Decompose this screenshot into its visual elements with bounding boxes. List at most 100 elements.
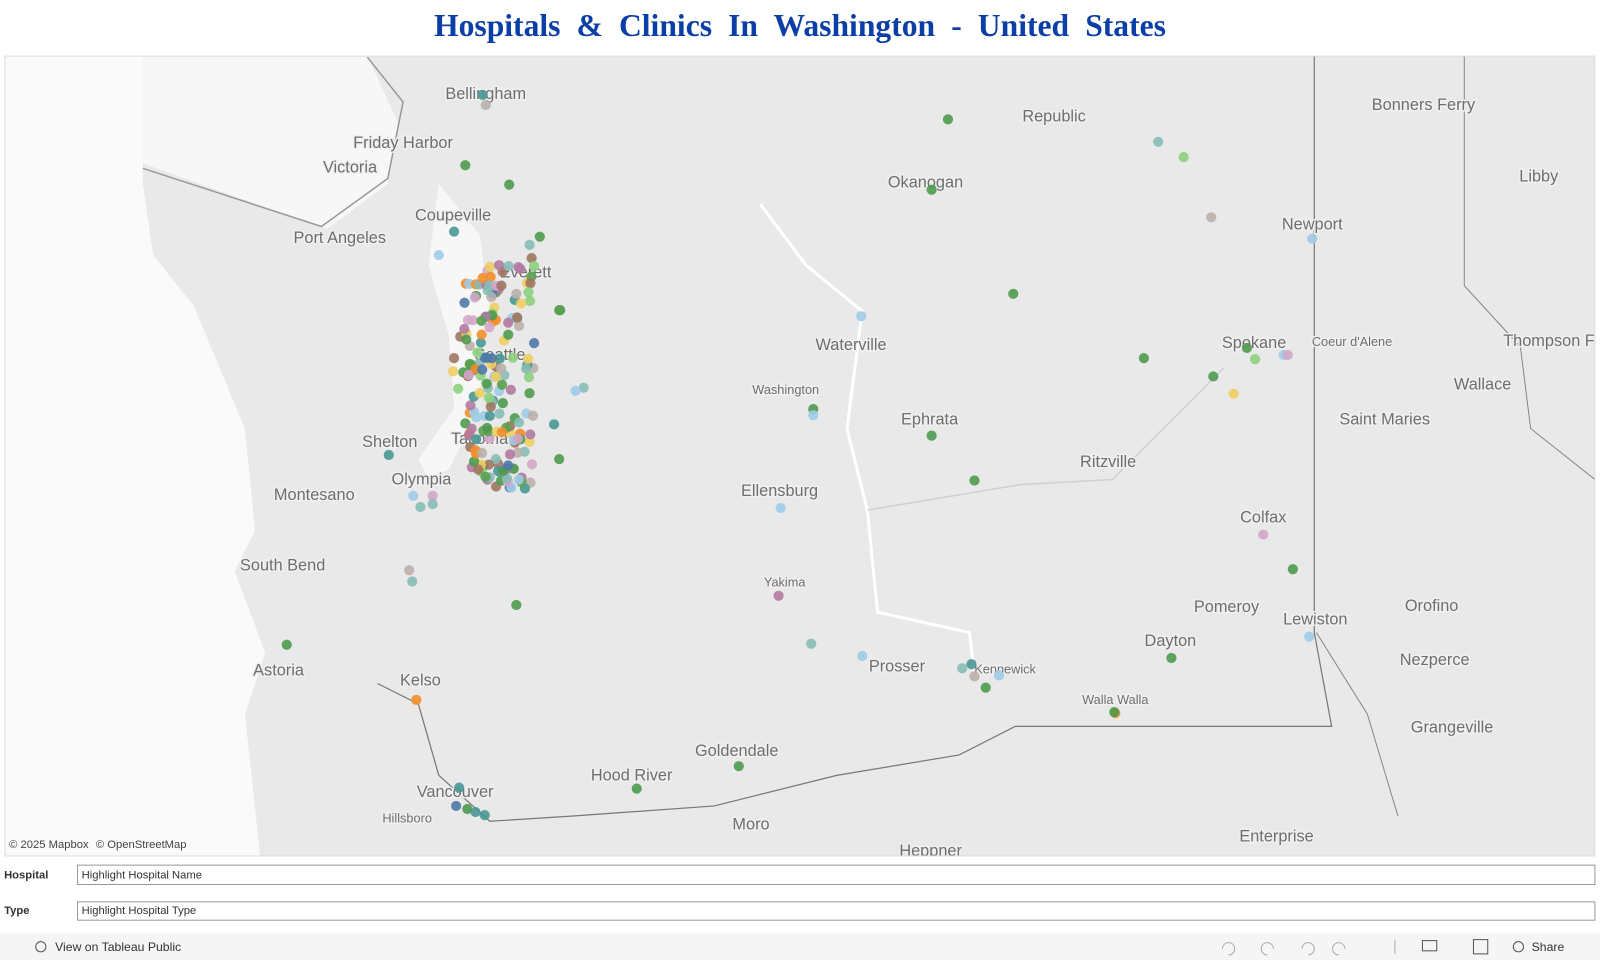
hospital-point[interactable] [1008, 288, 1019, 299]
hospital-point[interactable] [453, 383, 464, 394]
hospital-point[interactable] [1208, 371, 1219, 382]
hospital-point[interactable] [969, 671, 980, 682]
filter-input[interactable] [77, 901, 1596, 921]
hospital-point[interactable] [548, 419, 560, 430]
comment-icon[interactable] [1421, 940, 1438, 952]
filter-placeholder[interactable]: Highlight Hospital Type [82, 905, 197, 917]
hospital-point[interactable] [479, 810, 490, 821]
hospital-point[interactable] [472, 347, 483, 358]
hospital-point[interactable] [512, 447, 523, 458]
hospital-point[interactable] [554, 305, 565, 316]
hospital-point[interactable] [480, 99, 491, 111]
hospital-point[interactable] [926, 184, 937, 195]
hospital-point[interactable] [480, 471, 491, 482]
hospital-point[interactable] [773, 590, 784, 601]
hospital-point[interactable] [477, 364, 488, 375]
hospital-point[interactable] [477, 447, 488, 459]
hospital-point[interactable] [404, 565, 415, 576]
hospital-point[interactable] [467, 315, 479, 326]
hospital-point[interactable] [926, 430, 937, 441]
hospital-point[interactable] [433, 249, 444, 261]
hospital-point[interactable] [427, 498, 438, 510]
hospital-point[interactable] [513, 320, 525, 332]
hospital-point[interactable] [454, 782, 465, 793]
hospital-point[interactable] [512, 312, 523, 323]
hospital-point[interactable] [462, 803, 473, 815]
hospital-point[interactable] [465, 400, 476, 411]
hospital-point[interactable] [471, 412, 482, 423]
hospital-point[interactable] [529, 260, 540, 272]
hospital-point[interactable] [1307, 233, 1318, 244]
hospital-point[interactable] [524, 295, 536, 307]
hospital-point[interactable] [477, 272, 488, 284]
hospital-point[interactable] [526, 253, 537, 264]
hospital-point[interactable] [1304, 631, 1315, 642]
hospital-point[interactable] [993, 670, 1005, 681]
attribution[interactable]: © 2025 Mapbox [9, 839, 89, 851]
hospital-point[interactable] [496, 379, 508, 390]
hospital-point[interactable] [427, 490, 438, 501]
hospital-point[interactable] [415, 501, 426, 513]
hospital-point[interactable] [490, 371, 502, 382]
hospital-point[interactable] [496, 280, 507, 291]
hospital-point[interactable] [570, 385, 581, 396]
hospital-point[interactable] [1241, 342, 1253, 353]
share-button[interactable]: Share [1532, 940, 1565, 954]
hospital-point[interactable] [463, 369, 474, 380]
hospital-point[interactable] [525, 429, 536, 440]
hospital-point[interactable] [469, 292, 480, 303]
hospital-point[interactable] [476, 329, 487, 340]
hospital-point[interactable] [534, 231, 545, 242]
hospital-point[interactable] [1228, 388, 1239, 399]
hospital-point[interactable] [969, 475, 980, 486]
hospital-point[interactable] [484, 322, 495, 333]
hospital-point[interactable] [526, 459, 538, 470]
hospital-point[interactable] [857, 650, 868, 662]
hospital-point[interactable] [490, 454, 501, 465]
hospital-point[interactable] [448, 226, 460, 237]
hospital-point[interactable] [503, 260, 514, 272]
hospital-point[interactable] [516, 298, 527, 309]
hospital-point[interactable] [527, 410, 539, 421]
hospital-point[interactable] [513, 474, 524, 485]
hospital-point[interactable] [1178, 152, 1189, 163]
hospital-point[interactable] [496, 426, 508, 438]
hospital-point[interactable] [496, 363, 507, 374]
hospital-point[interactable] [1287, 564, 1298, 575]
hospital-point[interactable] [523, 372, 535, 383]
hospital-point[interactable] [459, 323, 470, 335]
hospital-point[interactable] [469, 456, 480, 467]
hospital-point[interactable] [957, 663, 968, 674]
hospital-point[interactable] [505, 384, 516, 395]
hospital-point[interactable] [494, 408, 505, 419]
hospital-point[interactable] [524, 239, 535, 250]
hospital-point[interactable] [1250, 354, 1261, 365]
filter-placeholder[interactable]: Highlight Hospital Name [82, 869, 202, 881]
hospital-point[interactable] [477, 89, 488, 100]
hospital-point[interactable] [504, 179, 515, 190]
hospital-point[interactable] [507, 352, 519, 363]
view-link[interactable]: View on Tableau Public [55, 940, 181, 954]
hospital-point[interactable] [1258, 529, 1269, 540]
hospital-point[interactable] [511, 599, 522, 611]
hospital-point[interactable] [980, 682, 991, 693]
hospital-point[interactable] [966, 659, 977, 670]
hospital-point[interactable] [461, 334, 472, 345]
hospital-point[interactable] [512, 433, 523, 444]
hospital-point[interactable] [482, 285, 493, 296]
hospital-point[interactable] [493, 260, 505, 271]
hospital-point[interactable] [281, 639, 292, 650]
hospital-point[interactable] [451, 800, 462, 812]
hospital-point[interactable] [511, 288, 522, 299]
hospital-point[interactable] [521, 363, 532, 374]
attribution[interactable]: © OpenStreetMap [96, 839, 187, 851]
hospital-point[interactable] [524, 388, 535, 399]
hospital-point[interactable] [383, 449, 394, 461]
hospital-point[interactable] [808, 410, 819, 421]
hospital-point[interactable] [1153, 136, 1164, 147]
hospital-point[interactable] [1282, 349, 1293, 361]
hospital-point[interactable] [942, 114, 954, 125]
hospital-point[interactable] [485, 271, 496, 282]
hospital-point[interactable] [775, 502, 786, 514]
hospital-point[interactable] [411, 694, 422, 705]
